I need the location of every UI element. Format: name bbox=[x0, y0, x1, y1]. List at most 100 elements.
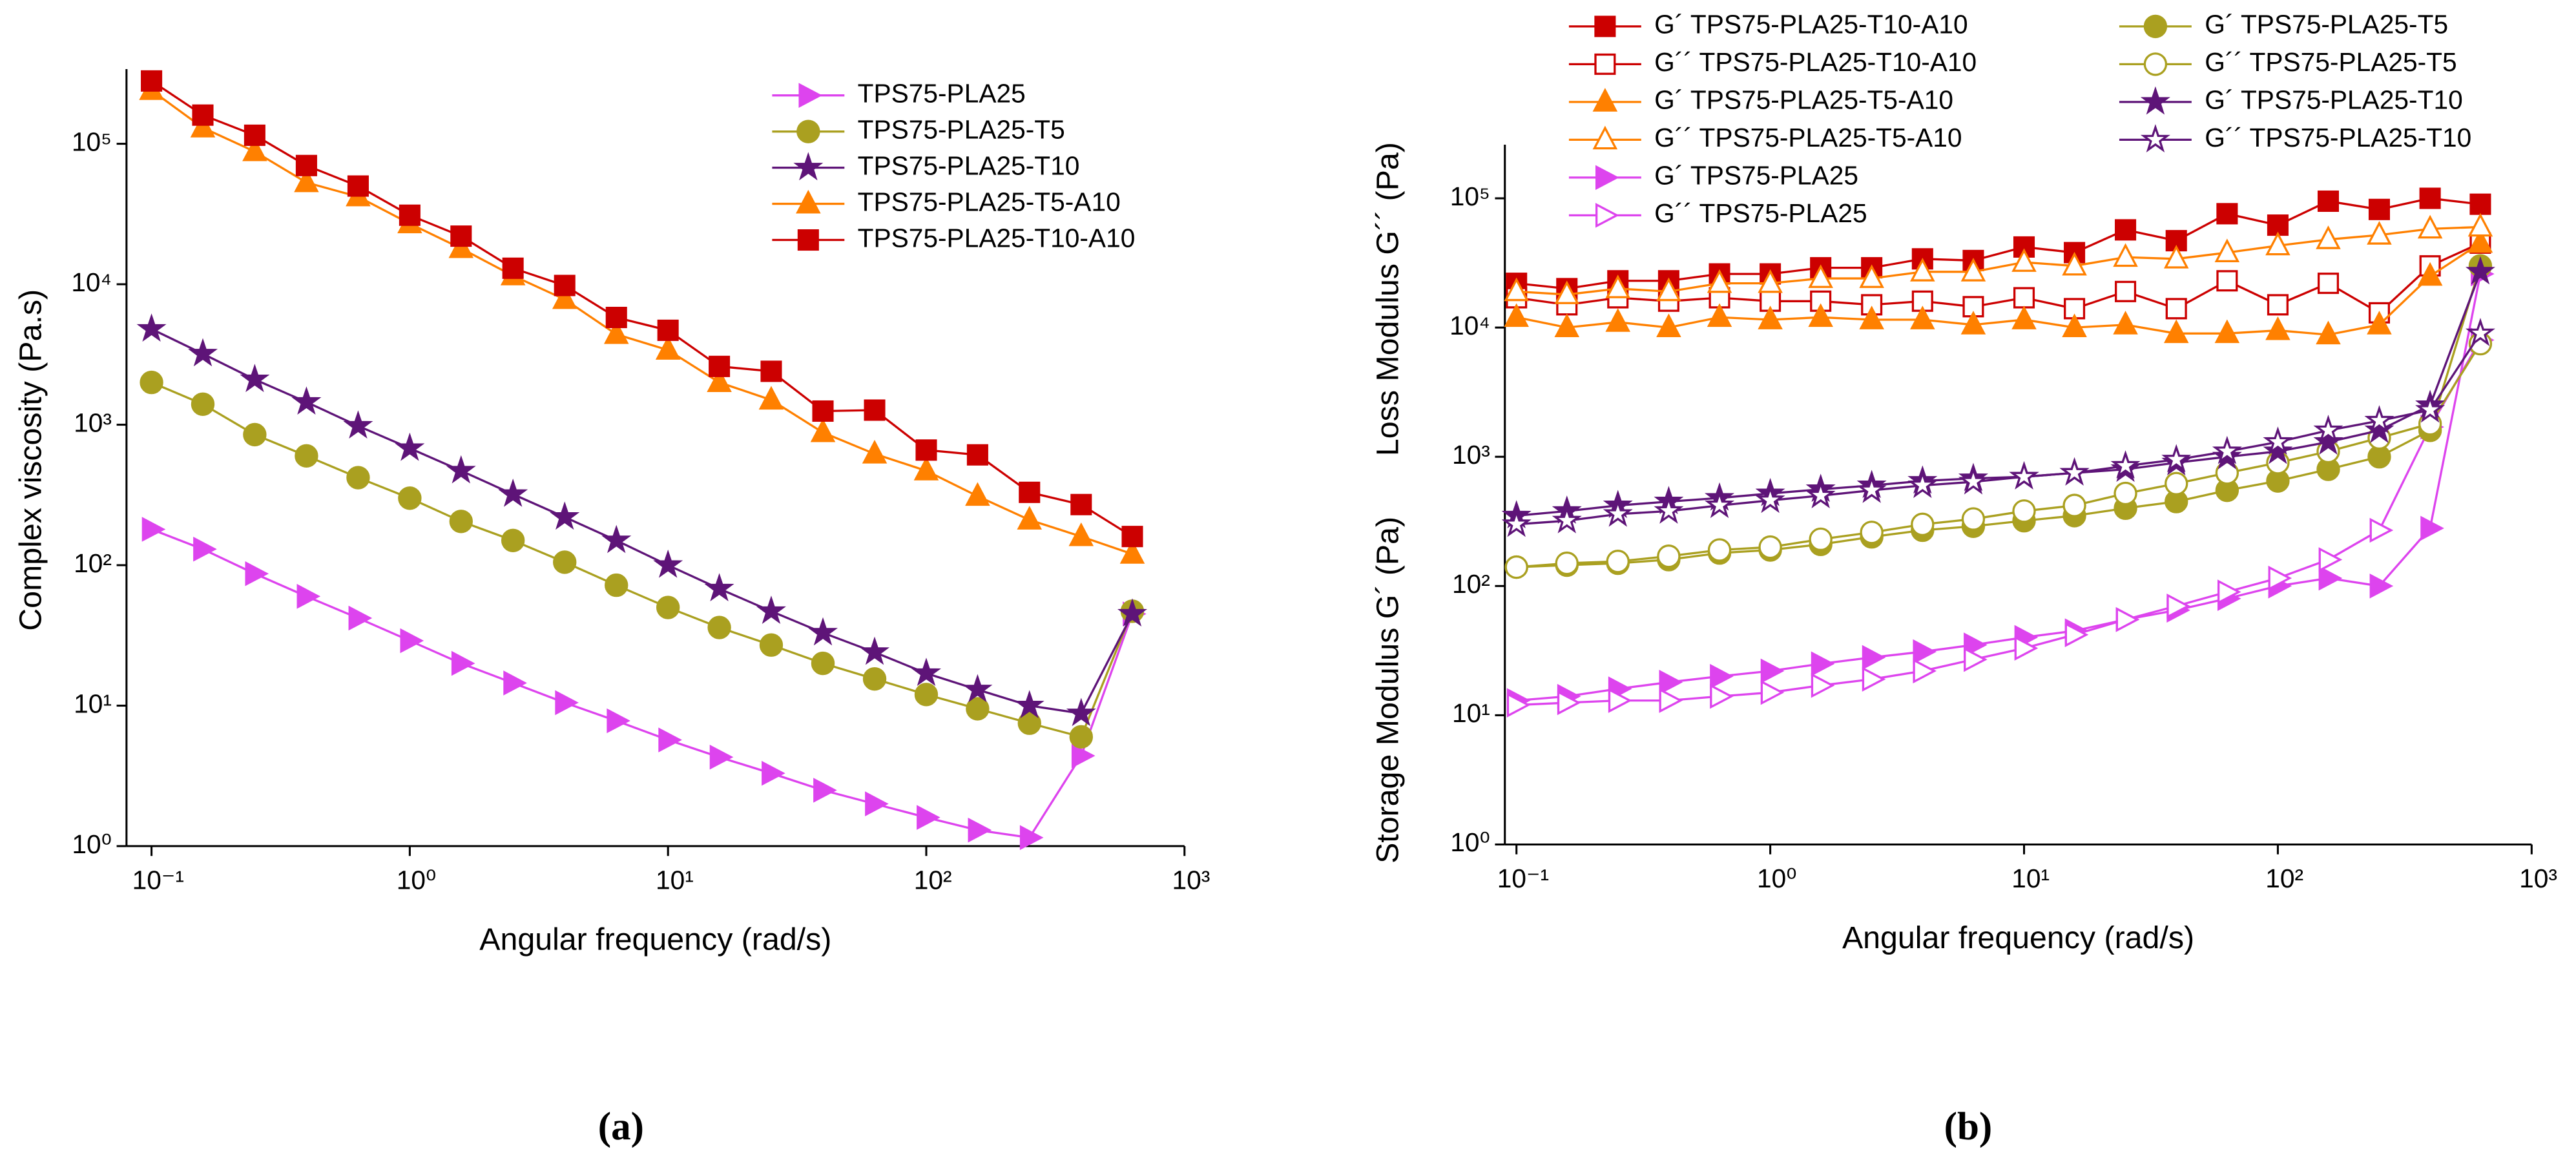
marker bbox=[864, 399, 886, 421]
legend-label: G´´ TPS75-PLA25-T5 bbox=[2205, 47, 2457, 77]
marker bbox=[555, 690, 579, 716]
marker bbox=[1805, 480, 1836, 509]
x-tick-label: 10² bbox=[2265, 864, 2303, 893]
marker bbox=[2143, 14, 2168, 39]
marker bbox=[2263, 426, 2293, 455]
marker bbox=[398, 486, 422, 510]
marker bbox=[966, 697, 990, 721]
marker bbox=[911, 658, 941, 686]
caption: (a) bbox=[598, 1105, 644, 1148]
marker bbox=[917, 805, 940, 830]
marker bbox=[553, 550, 577, 574]
marker bbox=[2265, 231, 2290, 256]
marker bbox=[2062, 493, 2086, 517]
marker bbox=[2267, 294, 2289, 316]
marker bbox=[2110, 450, 2141, 479]
y-tick-label: 10² bbox=[74, 548, 112, 578]
marker bbox=[914, 683, 939, 707]
y-axis-label: Loss Modulus G´´ (Pa) bbox=[1370, 142, 1405, 456]
marker bbox=[1659, 670, 1683, 695]
marker bbox=[1019, 825, 1044, 851]
marker bbox=[1860, 521, 1884, 544]
y-tick-label: 10¹ bbox=[74, 689, 112, 718]
marker bbox=[136, 313, 167, 342]
marker bbox=[2317, 190, 2340, 212]
marker bbox=[1552, 505, 1582, 533]
marker bbox=[347, 175, 369, 197]
legend-label: G´´ TPS75-PLA25-T10 bbox=[2205, 123, 2471, 152]
marker bbox=[1958, 466, 1988, 495]
marker bbox=[1907, 470, 1938, 499]
marker bbox=[656, 596, 680, 619]
y-tick-label: 10⁴ bbox=[71, 267, 112, 297]
marker bbox=[2165, 298, 2187, 320]
marker bbox=[1811, 673, 1835, 698]
marker bbox=[1554, 280, 1580, 304]
marker bbox=[758, 386, 784, 410]
marker bbox=[450, 225, 472, 247]
marker bbox=[550, 501, 580, 530]
x-tick-label: 10⁻¹ bbox=[132, 865, 184, 895]
marker bbox=[1710, 663, 1734, 689]
marker bbox=[1856, 474, 1887, 503]
marker bbox=[1760, 658, 1785, 684]
marker bbox=[798, 83, 823, 108]
marker bbox=[1603, 498, 1633, 527]
marker bbox=[400, 628, 424, 654]
marker bbox=[2011, 306, 2037, 329]
y-tick-label: 10³ bbox=[1452, 440, 1490, 470]
marker bbox=[2318, 565, 2343, 591]
marker bbox=[1758, 306, 1783, 329]
marker bbox=[503, 670, 527, 696]
marker bbox=[2114, 481, 2137, 506]
legend-label: G´ TPS75-PLA25-T5-A10 bbox=[1654, 85, 1953, 115]
marker bbox=[1504, 277, 1529, 302]
marker bbox=[1913, 639, 1937, 665]
marker bbox=[707, 368, 732, 392]
legend-label: TPS75-PLA25-T10-A10 bbox=[858, 223, 1136, 253]
marker bbox=[2467, 229, 2493, 253]
marker bbox=[141, 517, 166, 542]
marker bbox=[796, 119, 820, 143]
marker bbox=[552, 285, 577, 309]
marker bbox=[1656, 277, 1681, 302]
marker bbox=[2420, 515, 2444, 541]
marker bbox=[1595, 165, 1619, 191]
x-axis-label: Angular frequency (rad/s) bbox=[479, 922, 831, 957]
marker bbox=[1710, 683, 1734, 709]
marker bbox=[294, 168, 319, 192]
marker bbox=[1068, 522, 1094, 546]
x-tick-label: 10³ bbox=[2519, 864, 2557, 893]
marker bbox=[2469, 193, 2491, 215]
marker bbox=[243, 422, 267, 447]
marker bbox=[2364, 415, 2394, 443]
marker bbox=[2140, 124, 2170, 152]
marker bbox=[658, 727, 682, 752]
marker bbox=[2217, 579, 2241, 605]
marker bbox=[2161, 444, 2192, 473]
series-line bbox=[1516, 225, 2481, 296]
legend-label: TPS75-PLA25 bbox=[858, 78, 1026, 108]
marker bbox=[395, 432, 425, 461]
y-tick-label: 10² bbox=[1452, 569, 1490, 599]
marker bbox=[1911, 290, 1933, 312]
marker bbox=[2059, 457, 2090, 486]
marker bbox=[762, 760, 785, 786]
marker bbox=[1656, 313, 1681, 338]
marker bbox=[1911, 512, 1935, 537]
x-tick-label: 10² bbox=[914, 865, 952, 895]
marker bbox=[187, 338, 218, 367]
marker bbox=[2214, 319, 2240, 344]
marker bbox=[1592, 125, 1618, 150]
marker bbox=[193, 537, 217, 562]
marker bbox=[2364, 405, 2394, 434]
x-tick-label: 10³ bbox=[1172, 865, 1210, 895]
marker bbox=[1859, 306, 1884, 329]
y-tick-label: 10⁵ bbox=[1450, 181, 1490, 211]
marker bbox=[966, 444, 988, 466]
legend-label: G´´ TPS75-PLA25-T5-A10 bbox=[1654, 123, 1962, 152]
y-tick-label: 10⁰ bbox=[72, 829, 112, 859]
marker bbox=[2317, 273, 2340, 295]
y-axis-label: Complex viscosity (Pa.s) bbox=[14, 289, 48, 631]
